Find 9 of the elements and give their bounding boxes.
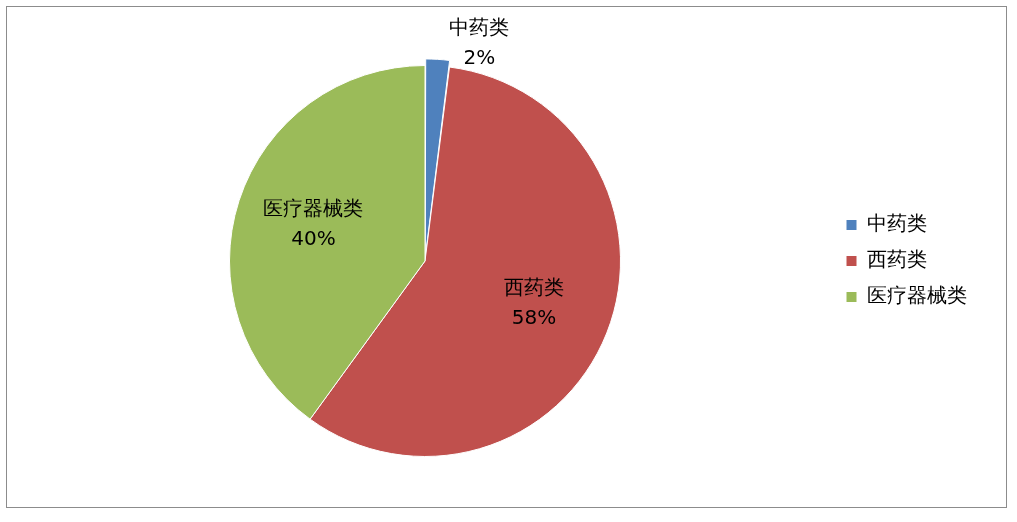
data-label: 40% [291, 225, 336, 250]
data-label: 2% [463, 45, 496, 70]
slice-label: 医疗器械类 [263, 195, 364, 220]
legend-label: 中药类 [867, 211, 927, 236]
legend-label: 医疗器械类 [867, 283, 967, 308]
slice-label: 西药类 [504, 275, 565, 300]
slice-label: 中药类 [449, 15, 510, 40]
data-label: 58% [511, 305, 557, 330]
legend-label: 西药类 [867, 247, 927, 272]
